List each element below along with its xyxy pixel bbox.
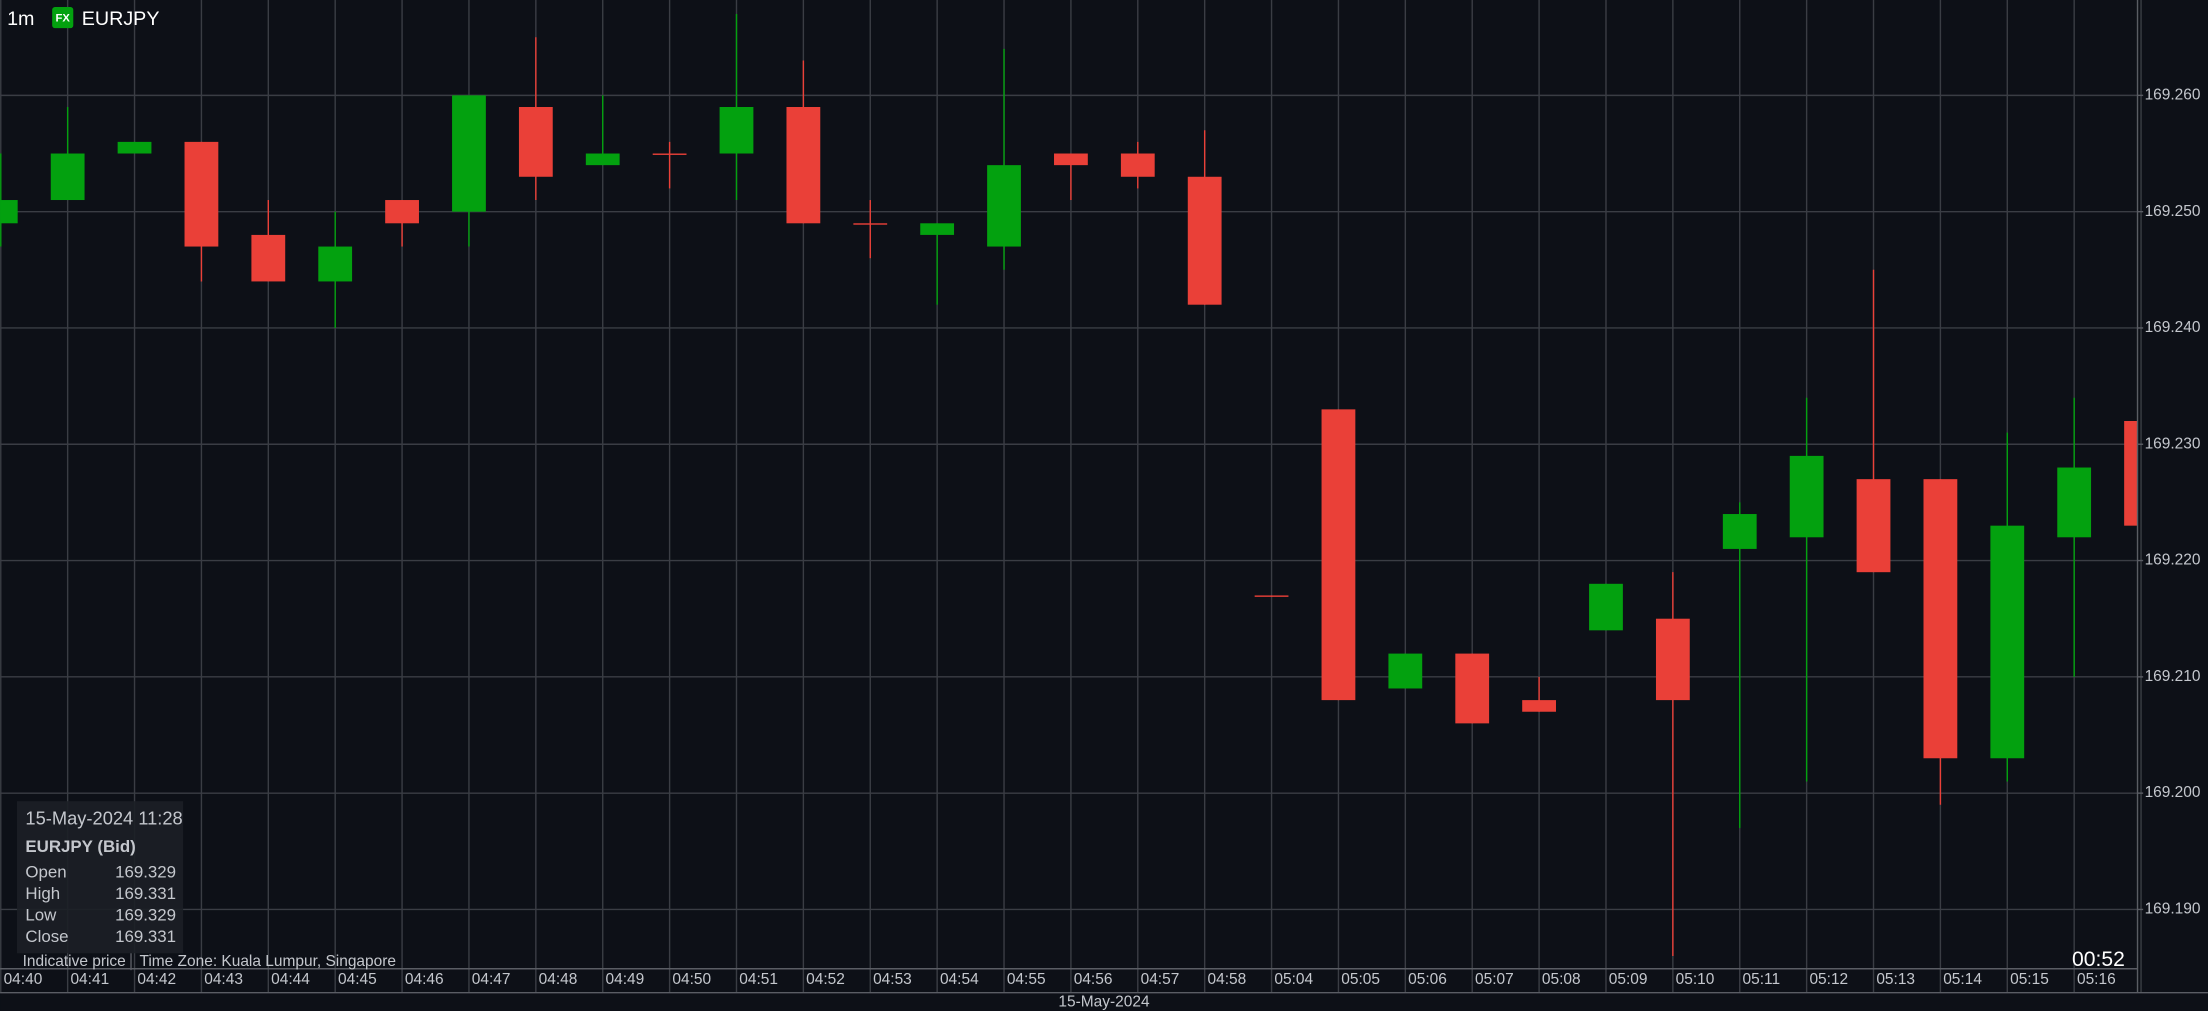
x-tick-label: 05:09 [1609, 971, 1648, 988]
y-tick-label: 169.260 [2145, 86, 2201, 103]
candle-body [452, 95, 486, 212]
info-title: EURJPY (Bid) [25, 837, 135, 856]
candle-body [987, 165, 1021, 247]
info-value: 169.331 [115, 884, 176, 903]
x-tick-label: 04:47 [472, 971, 511, 988]
y-tick-label: 169.230 [2145, 435, 2201, 452]
timezone: Time Zone: Kuala Lumpur, Singapore [139, 953, 396, 970]
x-tick-label: 05:06 [1408, 971, 1447, 988]
info-label: High [25, 884, 60, 903]
x-tick-label: 04:46 [405, 971, 444, 988]
candle-body [518, 106, 553, 177]
x-tick-label: 04:52 [806, 971, 845, 988]
candle-body [1254, 595, 1289, 597]
x-tick-label: 04:44 [271, 971, 310, 988]
x-tick-label: 04:51 [739, 971, 778, 988]
badge-text: FX [56, 12, 71, 24]
axes: 169.190 169.200 169.210 169.220 169.230 169.2… [4, 86, 2201, 988]
x-tick-label: 05:13 [1876, 971, 1915, 988]
x-tick-label: 05:04 [1274, 971, 1313, 988]
candle-body [719, 106, 754, 154]
x-tick-label: 04:49 [606, 971, 645, 988]
y-tick-label: 169.220 [2145, 552, 2201, 569]
x-tick-label: 05:15 [2010, 971, 2049, 988]
candle-body [1990, 525, 2025, 759]
x-tick-label: 05:08 [1542, 971, 1581, 988]
candle-body [1722, 514, 1757, 549]
candle-body [1321, 409, 1356, 701]
candle-body [251, 234, 286, 282]
candle-body [1522, 700, 1556, 712]
candle-body [853, 223, 888, 225]
y-tick-label: 169.240 [2145, 319, 2201, 336]
x-tick-label: 05:11 [1743, 971, 1781, 988]
x-tick-label: 04:41 [70, 971, 109, 988]
candle-body [1455, 653, 1490, 724]
candle-body [1120, 153, 1155, 177]
candle-body [1923, 479, 1958, 759]
info-rows: Open 169.329 High 169.331 Low 169.329 Close 169… [25, 862, 176, 946]
candle-body [0, 200, 18, 224]
info-label: Open [25, 862, 66, 881]
date-label: 15-May-2024 [1058, 994, 1150, 1011]
candle-body [1388, 653, 1423, 689]
candle-body [385, 200, 419, 224]
indicative-note: Indicative price [23, 953, 126, 970]
x-tick-label: 04:54 [940, 971, 979, 988]
candles [0, 13, 2138, 956]
candle-body [652, 153, 687, 155]
x-tick-label: 05:12 [1809, 971, 1848, 988]
candle-body [1655, 618, 1690, 701]
candle-body [585, 153, 620, 166]
x-tick-label: 04:55 [1007, 971, 1046, 988]
candle-body [1856, 479, 1891, 573]
candle-body [1187, 176, 1222, 305]
candle-body [2057, 467, 2092, 538]
x-tick-label: 04:57 [1141, 971, 1180, 988]
countdown: 00:52 [2072, 948, 2125, 971]
candle-body [1589, 583, 1623, 631]
x-tick-label: 04:45 [338, 971, 377, 988]
candle-body [2124, 420, 2138, 526]
x-tick-label: 04:43 [204, 971, 243, 988]
candle-body [50, 153, 85, 201]
x-tick-label: 04:40 [4, 971, 43, 988]
info-label: Low [25, 906, 57, 925]
x-tick-label: 05:10 [1676, 971, 1715, 988]
candle-body [184, 141, 219, 247]
fx-badge [52, 7, 74, 29]
symbol[interactable]: EURJPY [82, 8, 160, 30]
x-tick-label: 04:58 [1207, 971, 1246, 988]
info-value: 169.329 [115, 862, 176, 881]
info-label: Close [25, 927, 68, 946]
x-tick-label: 05:16 [2077, 971, 2116, 988]
info-datetime: 15-May-2024 11:28 [25, 807, 182, 828]
interval[interactable]: 1m [7, 8, 34, 30]
y-tick-label: 169.200 [2145, 784, 2201, 801]
candle-body [1789, 455, 1824, 538]
info-value: 169.329 [115, 906, 176, 925]
candle-body [318, 246, 353, 282]
x-tick-label: 04:42 [137, 971, 176, 988]
candle-body [786, 106, 821, 224]
candle-body [1054, 153, 1088, 166]
candle-body [920, 223, 955, 235]
y-tick-label: 169.190 [2145, 901, 2201, 918]
x-tick-label: 05:05 [1341, 971, 1380, 988]
x-tick-label: 05:07 [1475, 971, 1514, 988]
y-tick-label: 169.210 [2145, 668, 2201, 685]
x-tick-label: 04:48 [539, 971, 578, 988]
x-tick-label: 04:50 [672, 971, 711, 988]
x-tick-label: 04:53 [873, 971, 912, 988]
info-box [16, 801, 184, 954]
x-tick-label: 05:14 [1943, 971, 1982, 988]
y-tick-label: 169.250 [2145, 203, 2201, 220]
candle-body [117, 141, 152, 154]
x-tick-label: 04:56 [1074, 971, 1113, 988]
info-value: 169.331 [115, 927, 176, 946]
